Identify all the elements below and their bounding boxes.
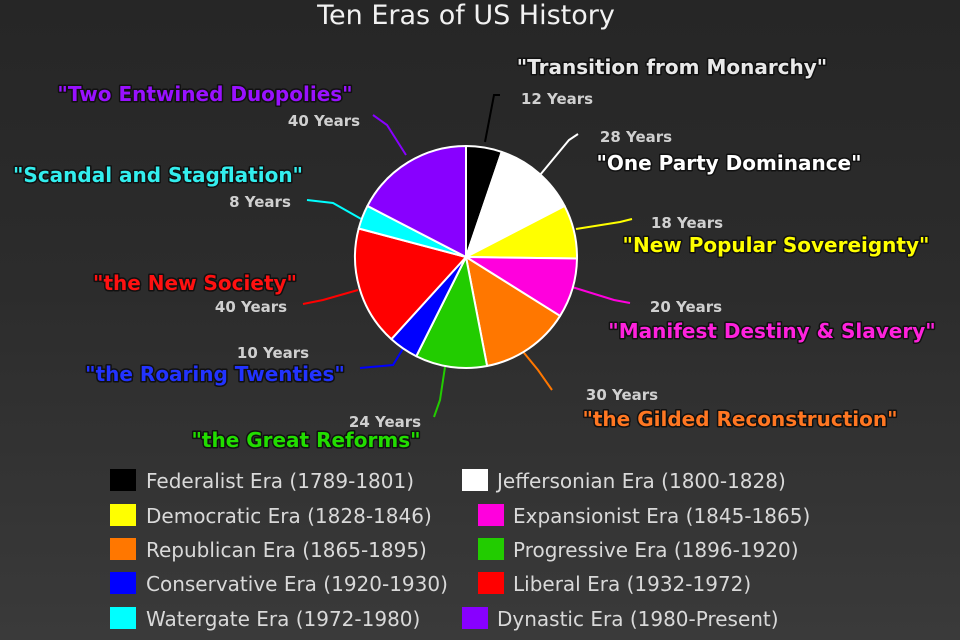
slice-years-label: 40 Years <box>215 298 287 316</box>
legend-swatch <box>478 504 504 526</box>
legend-swatch <box>462 607 488 629</box>
slice-nickname-label: "New Popular Sovereignty" <box>623 233 930 257</box>
leader-line-10 <box>372 114 407 156</box>
leader-line-1 <box>484 94 500 143</box>
legend-label: Progressive Era (1896-1920) <box>513 538 799 562</box>
legend-swatch <box>462 469 488 491</box>
slice-nickname-label: "the Gilded Reconstruction" <box>582 407 897 431</box>
legend-swatch <box>110 538 136 560</box>
legend-label: Dynastic Era (1980-Present) <box>497 607 779 631</box>
legend-label: Jeffersonian Era (1800-1828) <box>495 469 786 493</box>
slice-years-label: 18 Years <box>651 214 723 232</box>
slice-years-label: 10 Years <box>237 344 309 362</box>
leader-line-3 <box>575 218 633 230</box>
leader-line-2 <box>539 133 579 176</box>
slice-years-label: 30 Years <box>586 386 658 404</box>
legend-label: Conservative Era (1920-1930) <box>146 572 448 596</box>
legend-label: Expansionist Era (1845-1865) <box>513 504 810 528</box>
slice-years-label: 8 Years <box>229 193 291 211</box>
legend-label: Federalist Era (1789-1801) <box>146 469 414 493</box>
legend-swatch <box>110 469 136 491</box>
pie-slice-8 <box>354 227 467 341</box>
slice-nickname-label: "Manifest Destiny & Slavery" <box>608 319 935 343</box>
leader-line-9 <box>306 199 364 221</box>
pie-slice-6 <box>415 256 489 369</box>
slice-years-label: 20 Years <box>650 298 722 316</box>
legend-swatch <box>110 607 136 629</box>
slice-labels: "Transition from Monarchy" 12 Years "One P… <box>12 54 938 454</box>
slice-nickname-label: "the Roaring Twenties" <box>85 362 345 386</box>
legend: Federalist Era (1789-1801) Jeffersonian E… <box>110 469 810 631</box>
legend-swatch <box>478 572 504 594</box>
legend-swatch <box>110 504 136 526</box>
leader-line-4 <box>571 286 631 304</box>
leader-line-8 <box>302 289 359 305</box>
chart-title: Ten Eras of US History <box>316 0 615 31</box>
pie-slice-5 <box>465 256 562 367</box>
legend-swatch <box>478 538 504 560</box>
leader-line-6 <box>433 366 446 418</box>
label-leader-lines <box>302 94 633 418</box>
leader-line-7 <box>359 346 405 369</box>
pie-slices <box>354 145 578 369</box>
leader-line-5 <box>519 347 553 391</box>
slice-nickname-label: "the New Society" <box>93 271 297 295</box>
pie-slice-10 <box>366 145 467 258</box>
slice-nickname-label: "the Great Reforms" <box>191 428 420 452</box>
legend-label: Watergate Era (1972-1980) <box>146 607 420 631</box>
pie-slice-2 <box>465 150 566 258</box>
slice-nickname-label: "Two Entwined Duopolies" <box>57 82 352 106</box>
slice-nickname-label: "Transition from Monarchy" <box>517 55 827 79</box>
legend-label: Democratic Era (1828-1846) <box>146 504 432 528</box>
slice-years-label: 24 Years <box>349 413 421 431</box>
slice-nickname-label: "One Party Dominance" <box>596 151 861 175</box>
slice-nickname-label: "Scandal and Stagflation" <box>13 163 303 187</box>
slice-years-label: 40 Years <box>288 112 360 130</box>
legend-label: Republican Era (1865-1895) <box>146 538 427 562</box>
slice-years-label: 12 Years <box>521 90 593 108</box>
legend-swatch <box>110 572 136 594</box>
legend-label: Liberal Era (1932-1972) <box>513 572 751 596</box>
slice-years-label: 28 Years <box>600 128 672 146</box>
